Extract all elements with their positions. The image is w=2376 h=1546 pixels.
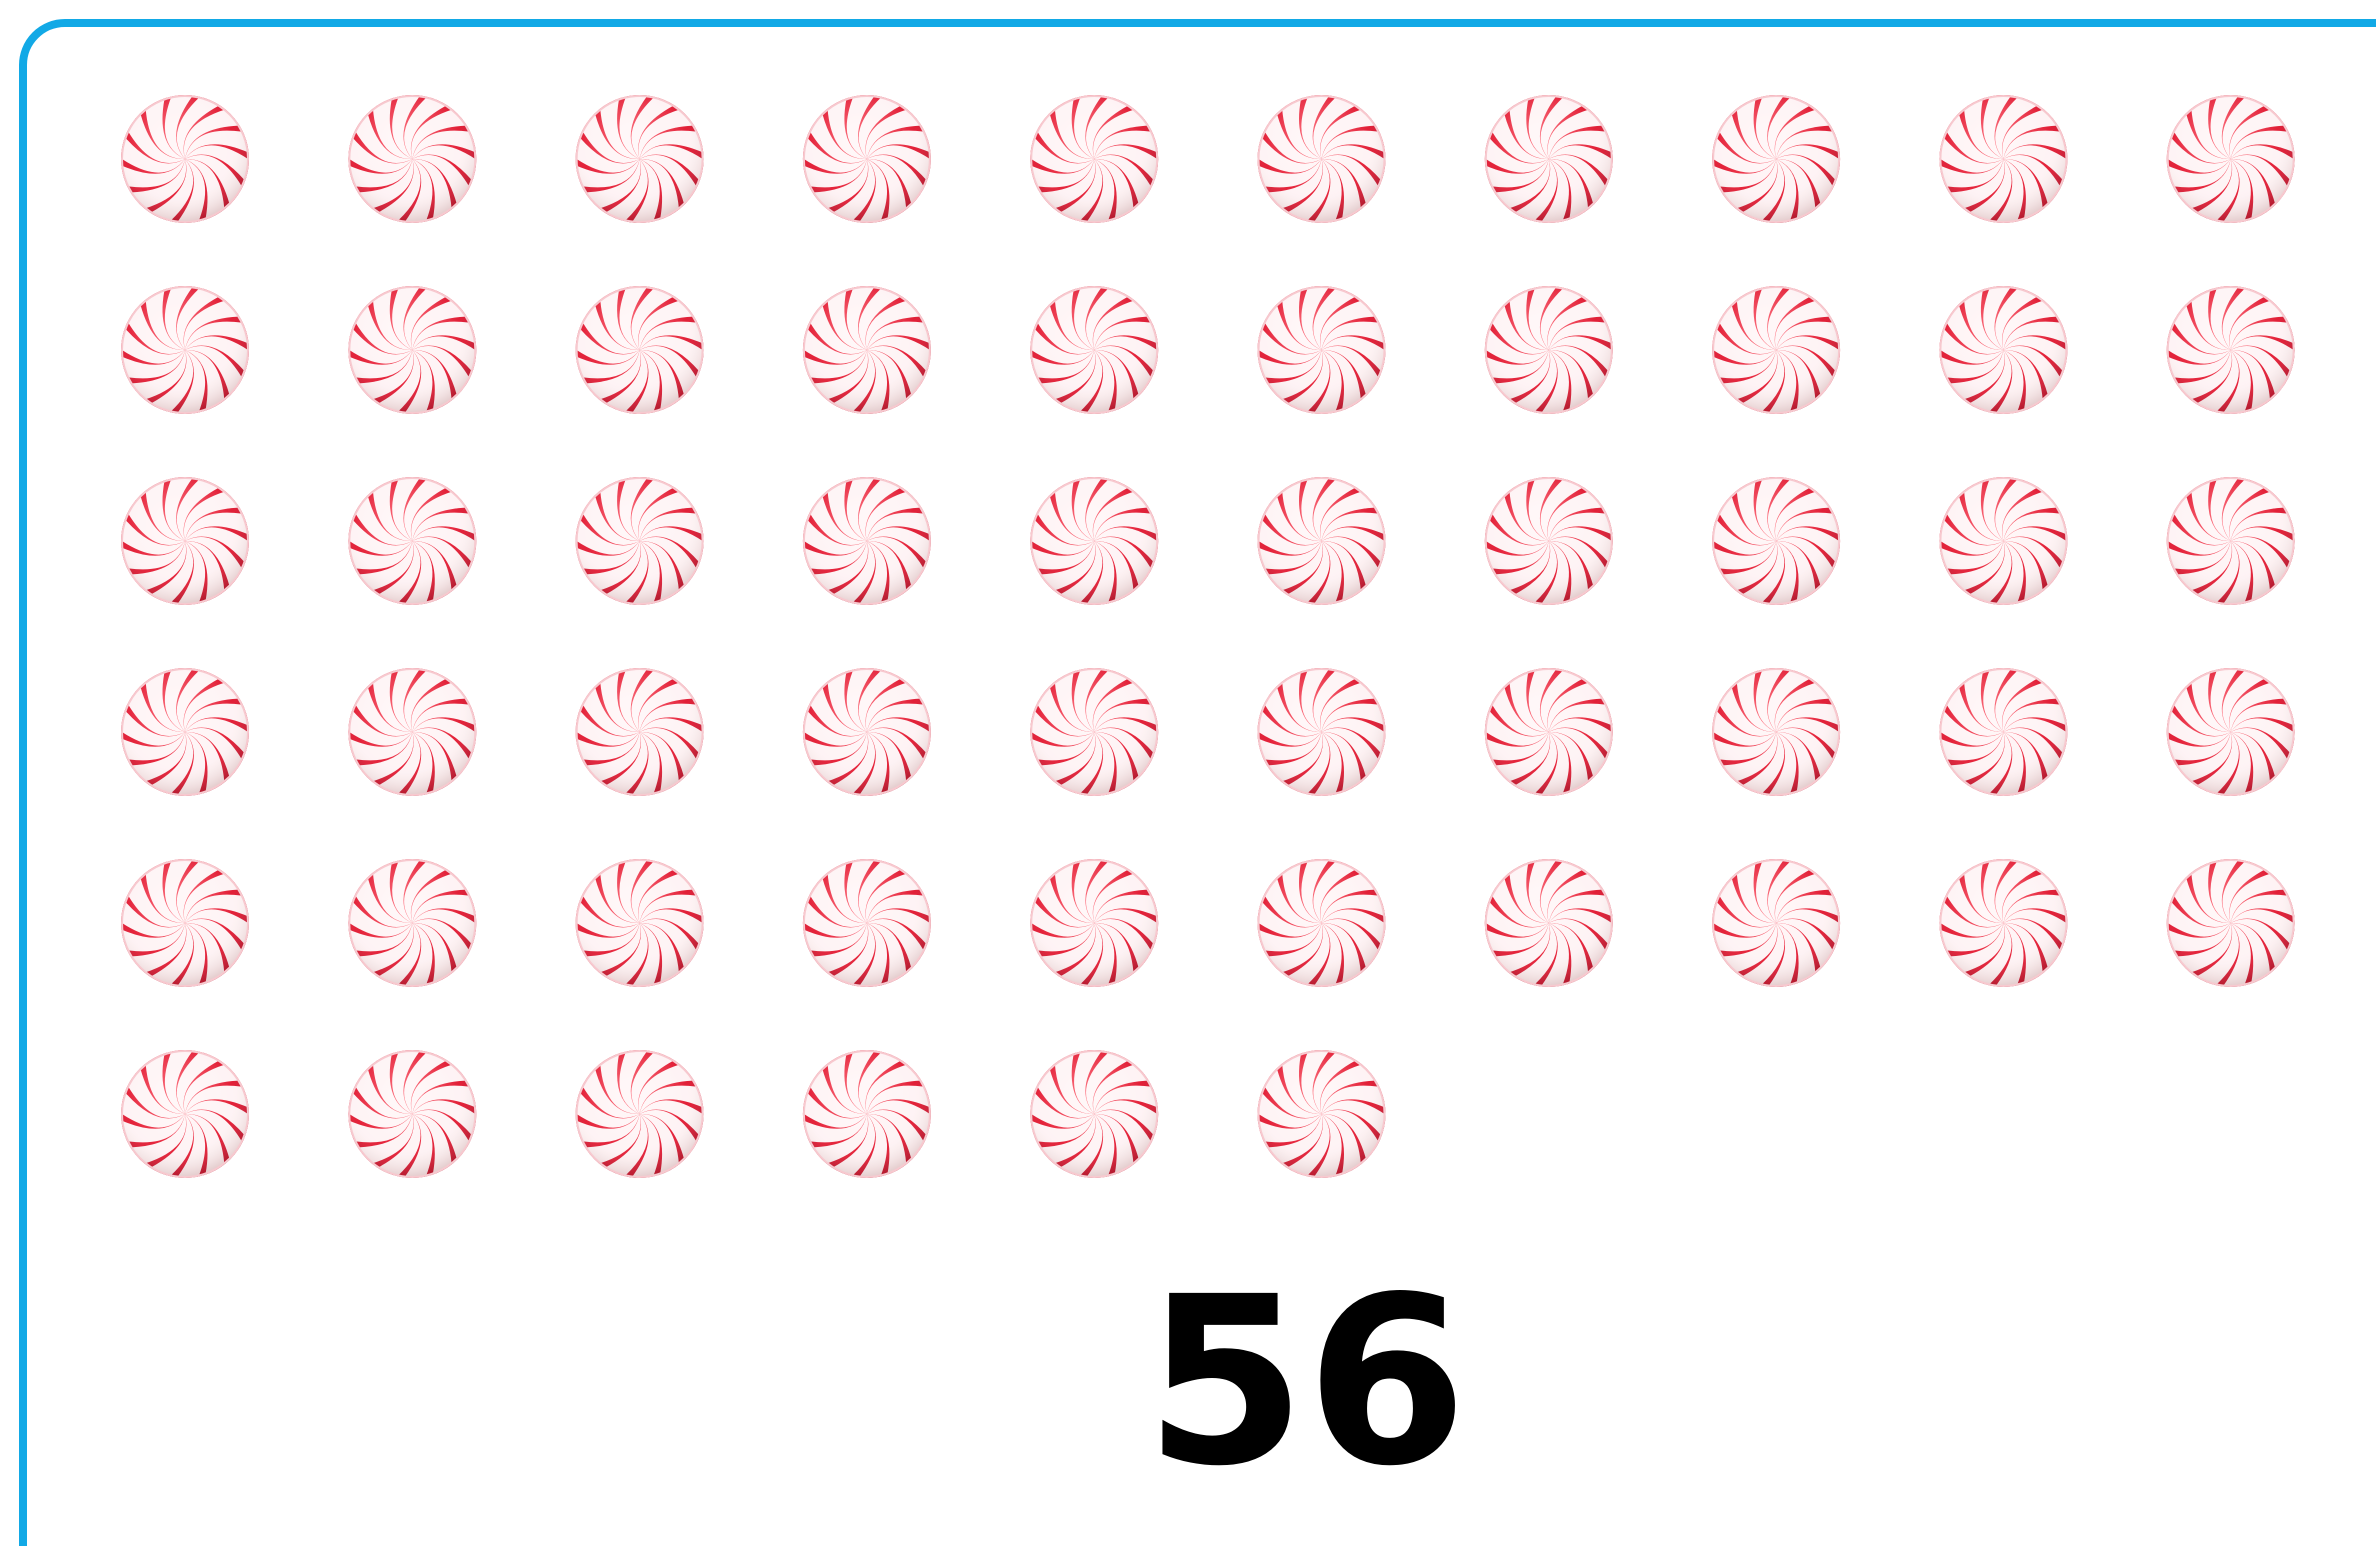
candy [576,477,704,605]
candy [121,95,249,223]
candy [1485,286,1613,414]
candy [1030,477,1158,605]
candy [803,859,931,987]
candy [1939,477,2067,605]
candy [1030,286,1158,414]
candy [1030,95,1158,223]
counting-card: 56 [0,0,2376,1546]
candy [1712,477,1840,605]
candy [121,668,249,796]
candy [1258,668,1386,796]
candy [1030,1050,1158,1178]
candy [576,95,704,223]
candy [2167,668,2295,796]
candy [348,95,476,223]
candy [1712,668,1840,796]
candy [576,1050,704,1178]
candy [2167,95,2295,223]
candy [803,95,931,223]
candy [348,859,476,987]
candy [576,286,704,414]
candy [1712,95,1840,223]
candy [1485,95,1613,223]
candy [1939,286,2067,414]
candy [803,477,931,605]
candy [348,1050,476,1178]
candy [1939,859,2067,987]
candy [1485,477,1613,605]
candy [2167,286,2295,414]
candy [1939,95,2067,223]
candy [1712,859,1840,987]
candy [1258,859,1386,987]
candy [803,668,931,796]
candy [1712,286,1840,414]
candy [121,286,249,414]
candy [1485,668,1613,796]
candy [121,1050,249,1178]
candy [2167,859,2295,987]
candy [1030,859,1158,987]
candy [1258,1050,1386,1178]
candy [1258,95,1386,223]
candy [348,477,476,605]
candy [348,668,476,796]
candy [121,477,249,605]
count-number: 56 [1145,1247,1468,1517]
candy [803,286,931,414]
candy [348,286,476,414]
candy [121,859,249,987]
candy [1030,668,1158,796]
page: 56 (() => { const data = JSON.parse(docu… [0,0,2376,1546]
candy [576,668,704,796]
candy [1485,859,1613,987]
candy [1258,286,1386,414]
candy [1258,477,1386,605]
candy [803,1050,931,1178]
candy [1939,668,2067,796]
candy [576,859,704,987]
candy [2167,477,2295,605]
